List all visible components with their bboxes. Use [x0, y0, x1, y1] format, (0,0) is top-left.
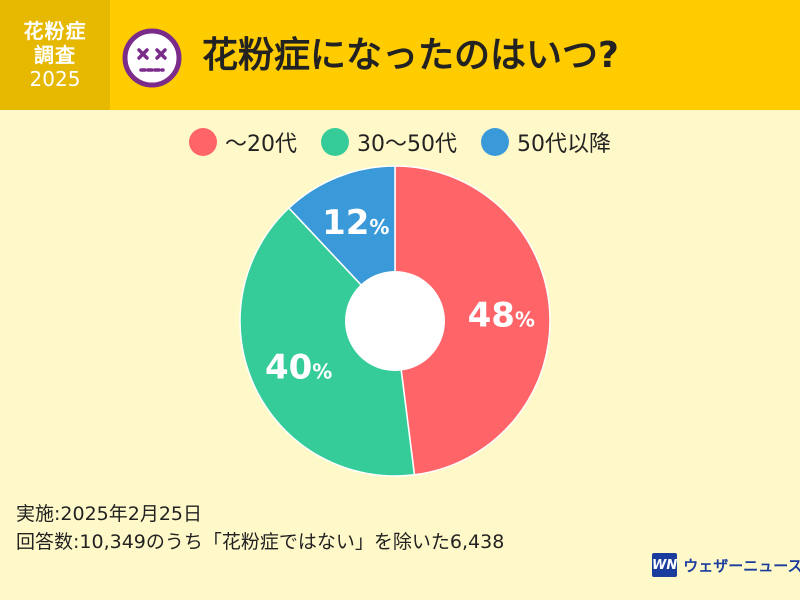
survey-tag: 花粉症 調査 2025	[0, 0, 110, 110]
donut-hole	[345, 271, 445, 371]
pie-slice-0	[394, 165, 551, 476]
pie-slice-1	[239, 206, 416, 477]
slice-value-label-2: 12%	[322, 203, 389, 243]
survey-tag-line2: 調査	[34, 43, 76, 67]
dizzy-face-icon	[120, 26, 184, 90]
legend-dot-50s-plus	[481, 128, 509, 156]
slice-value-label-1: 40%	[265, 347, 332, 387]
survey-tag-line1: 花粉症	[23, 19, 87, 43]
survey-date: 実施:2025年2月25日	[16, 503, 203, 525]
weathernews-logo-icon: WN	[652, 553, 678, 577]
weathernews-logo: WN ウェザーニュース	[652, 548, 800, 582]
legend-dot-20s	[189, 128, 217, 156]
legend-label-20s: 〜20代	[225, 132, 297, 157]
slice-value-label-0: 48%	[468, 295, 535, 335]
legend-label-30-50s: 30〜50代	[357, 132, 457, 157]
weathernews-logo-text: ウェザーニュース	[683, 556, 800, 575]
legend-dot-30-50s	[321, 128, 349, 156]
chart-legend: 〜20代 30〜50代 50代以降	[0, 124, 800, 160]
legend-item-30-50s: 30〜50代	[321, 126, 457, 158]
survey-tag-year: 2025	[29, 67, 81, 91]
legend-item-50s-plus: 50代以降	[481, 126, 611, 158]
legend-item-20s: 〜20代	[189, 126, 297, 158]
survey-respondents: 回答数:10,349のうち「花粉症ではない」を除いた6,438	[16, 531, 505, 553]
page-title: 花粉症になったのはいつ?	[202, 35, 619, 76]
survey-footnote: 実施:2025年2月25日 回答数:10,349のうち「花粉症ではない」を除いた…	[16, 500, 504, 556]
legend-label-50s-plus: 50代以降	[517, 132, 611, 157]
